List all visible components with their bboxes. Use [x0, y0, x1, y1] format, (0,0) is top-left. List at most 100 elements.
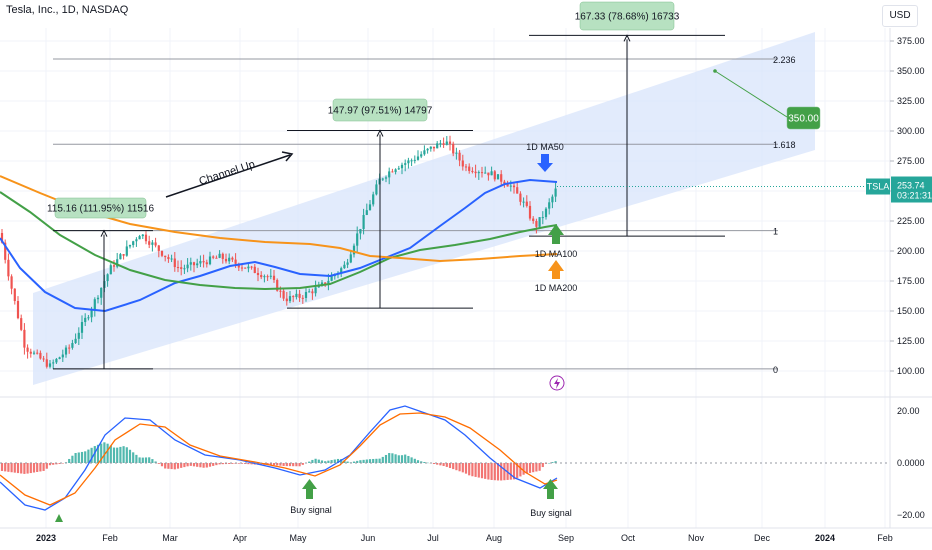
macd-histogram-bar — [39, 463, 42, 472]
macd-histogram-bar — [525, 463, 528, 474]
target-label-box — [786, 106, 821, 130]
candle-body — [436, 143, 439, 149]
macd-histogram-bar — [541, 463, 544, 468]
time-tick-label: Feb — [102, 533, 118, 543]
candle-body — [320, 282, 324, 285]
channel-up-band — [33, 32, 815, 385]
ma200-label: 1D MA200 — [535, 283, 578, 293]
candle-body — [432, 146, 436, 149]
candle-body — [253, 266, 256, 274]
candle-body — [375, 184, 378, 195]
candle-body — [468, 166, 471, 171]
macd-histogram-bar — [221, 463, 224, 465]
candle-body — [381, 178, 384, 180]
macd-histogram-bar — [487, 463, 490, 480]
candle-body — [244, 267, 247, 269]
candle-body — [304, 291, 308, 298]
macd-histogram-bar — [250, 463, 253, 465]
macd-histogram-bar — [436, 463, 439, 465]
candle-body — [308, 291, 311, 293]
price-tick-label: 225.00 — [897, 216, 925, 226]
candle-body — [45, 359, 48, 367]
macd-histogram-bar — [464, 463, 468, 474]
candle-body — [29, 351, 32, 354]
candle-body — [199, 261, 202, 264]
macd-histogram-bar — [135, 454, 138, 463]
macd-histogram-bar — [148, 457, 151, 463]
candle-body — [32, 352, 36, 354]
macd-histogram-bar — [176, 463, 180, 469]
measure1-label: 115.16 (111.95%) 11516 — [47, 204, 155, 215]
candle-body — [445, 141, 448, 145]
macd-histogram-bar — [496, 463, 500, 481]
candle-body — [269, 275, 272, 277]
measure-arrowhead — [623, 34, 631, 42]
macd-histogram-bar — [324, 461, 327, 463]
candle-body — [413, 159, 416, 161]
price-tick-label: 125.00 — [897, 336, 925, 346]
candle-body — [423, 150, 426, 155]
candle-body — [352, 245, 356, 255]
measure2-label: 147.97 (97.51%) 14797 — [328, 106, 433, 117]
macd-histogram-bar — [548, 462, 551, 464]
candle-body — [55, 358, 58, 363]
candle-body — [420, 154, 423, 157]
candle-body — [516, 187, 519, 194]
macd-histogram-bar — [298, 463, 301, 467]
countdown-value: 03:21:31 — [897, 191, 932, 201]
candle-body — [13, 288, 16, 301]
macd-histogram-bar — [452, 463, 455, 470]
current-price-value: 253.74 — [897, 181, 925, 191]
macd-histogram-bar — [410, 457, 413, 463]
macd-histogram-bar — [416, 460, 420, 463]
candle-body — [346, 262, 349, 265]
macd-histogram-bar — [90, 447, 93, 463]
macd-histogram-bar — [61, 463, 64, 464]
candle-body — [39, 352, 42, 359]
macd-histogram-bar — [173, 463, 176, 470]
macd-histogram-bar — [391, 453, 394, 463]
macd-histogram-bar — [164, 463, 167, 469]
candle-body — [135, 239, 138, 242]
macd-histogram-bar — [52, 463, 55, 465]
macd-histogram-bar — [330, 460, 333, 463]
candle-body — [48, 363, 52, 367]
macd-histogram-bar — [308, 461, 311, 463]
candle-body — [112, 265, 116, 267]
candle-body — [522, 201, 525, 203]
macd-histogram-bar — [327, 460, 330, 463]
macd-histogram-bar — [119, 446, 122, 463]
candle-body — [52, 362, 55, 364]
macd-histogram-bar — [87, 449, 90, 463]
macd-histogram-bar — [218, 463, 221, 465]
candle-body — [503, 181, 506, 185]
candle-body — [471, 170, 474, 172]
macd-histogram-bar — [157, 463, 160, 464]
candle-body — [215, 257, 218, 259]
macd-histogram-bar — [125, 447, 128, 463]
macd-histogram-bar — [551, 462, 554, 463]
candle-body — [314, 287, 317, 294]
macd-histogram-bar — [538, 463, 541, 471]
fib-level-label: 0 — [773, 365, 778, 375]
macd-histogram-bar — [167, 463, 170, 469]
macd-histogram-bar — [196, 463, 199, 467]
candle-body — [429, 146, 432, 149]
candle-body — [362, 214, 365, 229]
macd-histogram-bar — [45, 463, 48, 469]
currency-button[interactable]: USD — [882, 5, 918, 27]
measure-arrowhead — [376, 129, 384, 137]
macd-histogram-bar — [378, 458, 381, 463]
time-tick-label: Feb — [877, 533, 893, 543]
measure3-label: 167.33 (78.68%) 16733 — [575, 12, 680, 23]
macd-histogram-bar — [208, 463, 212, 467]
price-tick-label: 325.00 — [897, 96, 925, 106]
candle-body — [122, 254, 125, 256]
channel-up-arrow-line — [165, 154, 291, 198]
candle-body — [532, 218, 535, 221]
candle-body — [234, 259, 237, 264]
candle-body — [90, 309, 93, 318]
candle-body — [391, 171, 394, 173]
macd-histogram-bar — [215, 463, 218, 466]
